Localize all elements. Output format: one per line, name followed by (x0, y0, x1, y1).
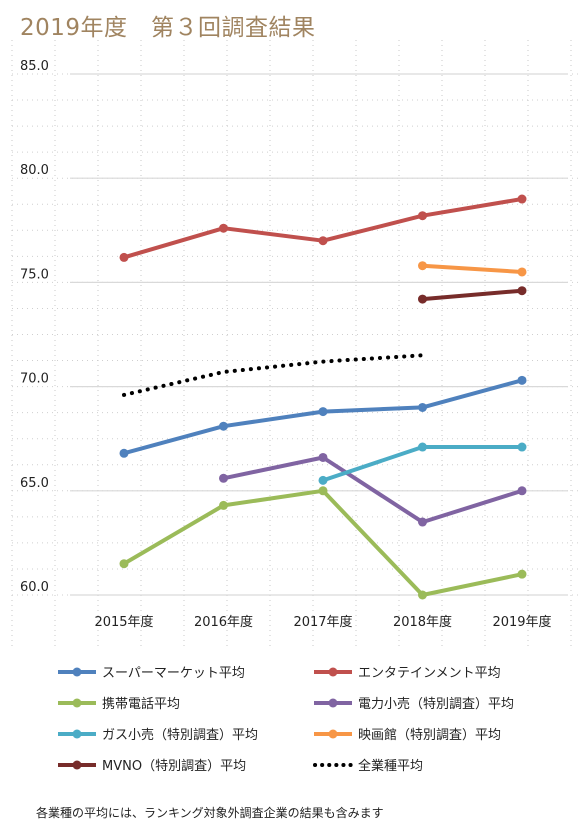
grid (11, 40, 580, 650)
legend-label: エンタテインメント平均 (358, 666, 501, 681)
series-line (422, 288, 523, 302)
legend-swatch-icon (58, 698, 96, 707)
x-tick-label: 2016年度 (194, 614, 253, 630)
legend-swatch-icon (314, 729, 352, 738)
x-tick-label: 2019年度 (492, 614, 551, 630)
line-chart: 60.065.070.075.080.085.0 2015年度 2016年度 201… (11, 40, 580, 650)
data-point (318, 486, 328, 496)
data-point (119, 448, 129, 458)
legend-label: 映画館（特別調査）平均 (358, 728, 502, 743)
series-line (223, 455, 523, 525)
x-tick-label: 2017年度 (293, 614, 352, 630)
legend-swatch-icon (313, 762, 354, 767)
series-line (123, 197, 523, 260)
legend-item: エンタテインメント平均 (312, 662, 501, 681)
series-line (123, 378, 523, 456)
x-tick-label: 2015年度 (94, 614, 153, 630)
data-point (418, 590, 427, 600)
legend-label: MVNO（特別調査）平均 (102, 759, 247, 774)
legend-swatch-icon (58, 729, 96, 738)
data-point (517, 442, 527, 452)
legend-label: スーパーマーケット平均 (102, 666, 245, 681)
data-point (318, 475, 328, 485)
data-point (418, 261, 427, 271)
series-1 (119, 375, 527, 458)
data-point (517, 267, 527, 277)
footnote: 各業種の平均には、ランキング対象外調査企業の結果も含みます (36, 806, 384, 820)
series (119, 194, 527, 600)
data-point (219, 500, 228, 510)
data-point (418, 402, 427, 412)
x-tick-label: 2018年度 (393, 614, 452, 630)
data-point (517, 375, 527, 385)
data-point (517, 286, 527, 296)
series-line (122, 353, 425, 397)
data-point (517, 569, 527, 579)
data-point (318, 236, 328, 246)
legend-item: スーパーマーケット平均 (56, 662, 245, 681)
legend-label: 全業種平均 (358, 759, 424, 774)
data-point (318, 407, 328, 417)
data-point (418, 517, 427, 527)
y-tick-label: 75.0 (20, 267, 49, 282)
y-tick-label: 60.0 (20, 580, 49, 595)
y-axis: 60.0 65.0 70.0 75.0 80.0 85.0 (20, 59, 49, 595)
legend-item: ガス小売（特別調査）平均 (56, 724, 258, 743)
y-tick-label: 85.0 (20, 59, 49, 74)
legend-swatch-icon (314, 667, 352, 676)
data-point (418, 211, 427, 221)
legend-item: 映画館（特別調査）平均 (312, 724, 501, 743)
legend-item: 電力小売（特別調査）平均 (312, 693, 514, 712)
legend-swatch-icon (314, 698, 352, 707)
legend-item: 全業種平均 (312, 755, 423, 774)
series-5 (318, 442, 527, 485)
series-line (422, 263, 523, 274)
data-point (318, 452, 328, 462)
series-7 (418, 286, 527, 304)
y-tick-label: 70.0 (20, 372, 49, 387)
data-point (418, 442, 427, 452)
data-point (219, 223, 228, 233)
legend-label: 電力小売（特別調査）平均 (358, 697, 515, 712)
series-6 (418, 261, 527, 277)
data-point (517, 486, 527, 496)
legend-swatch-icon (58, 667, 96, 676)
series-3 (119, 486, 527, 600)
y-tick-label: 80.0 (20, 163, 49, 178)
series-8 (122, 353, 425, 397)
data-point (219, 421, 228, 431)
data-point (219, 473, 228, 483)
legend-label: 携帯電話平均 (102, 697, 181, 712)
data-point (517, 194, 527, 204)
legend-item: MVNO（特別調査）平均 (56, 755, 246, 774)
data-point (119, 559, 129, 569)
legend-item: 携帯電話平均 (56, 693, 180, 712)
series-4 (219, 452, 527, 527)
y-tick-label: 65.0 (20, 476, 49, 491)
legend-label: ガス小売（特別調査）平均 (102, 728, 259, 743)
legend-swatch-icon (58, 760, 96, 769)
series-2 (119, 194, 527, 262)
x-axis: 2015年度 2016年度 2017年度 2018年度 2019年度 (94, 614, 551, 630)
chart-title: 2019年度 第３回調査結果 (20, 15, 316, 41)
data-point (418, 294, 427, 304)
data-point (119, 252, 129, 262)
